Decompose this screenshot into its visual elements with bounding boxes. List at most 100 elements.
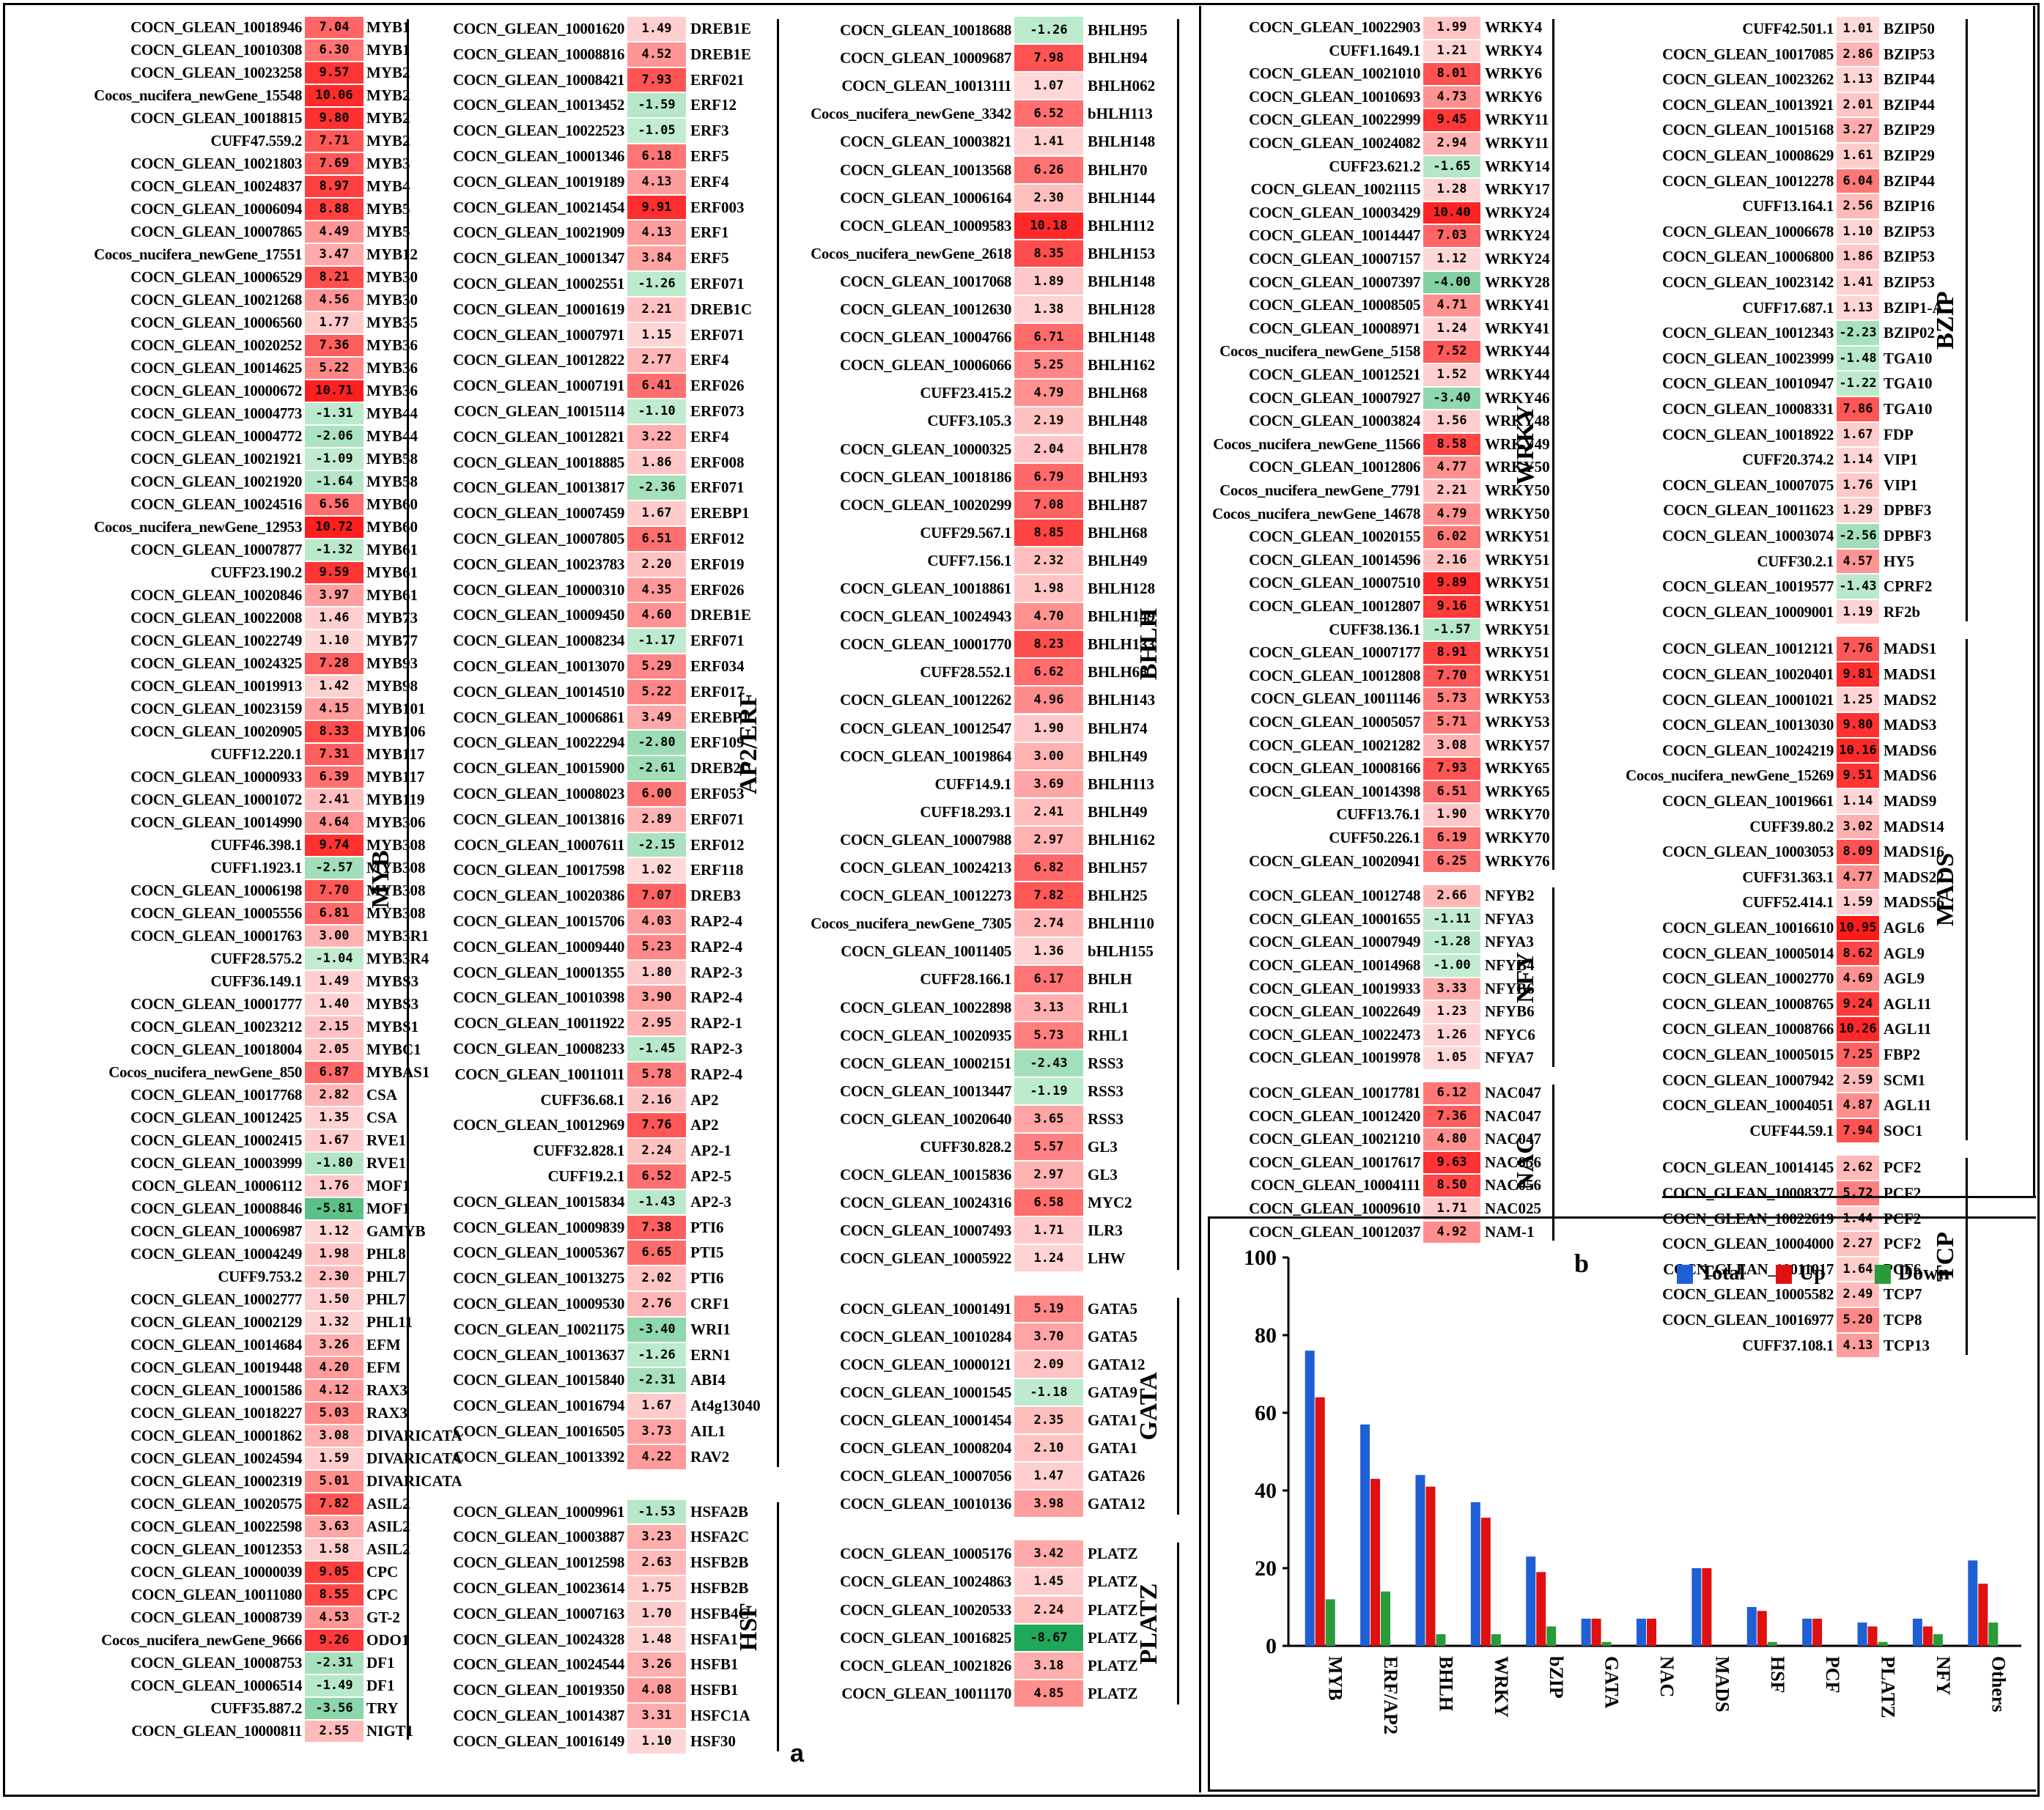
gene-name: MYB1	[366, 41, 410, 59]
fold-change-cell: -1.32	[305, 539, 364, 561]
heatmap-row: CUFF7.156.1 2.32 BHLH49	[0, 547, 2044, 575]
gene-id: COCN_GLEAN_10021210	[1249, 1130, 1420, 1148]
heatmap-row: CUFF42.501.1 1.01 BZIP50	[0, 16, 2044, 42]
gene-id: COCN_GLEAN_10001491	[840, 1299, 1011, 1318]
heatmap-row: CUFF52.414.1 1.59 MADS56	[0, 890, 2044, 915]
heatmap-row: COCN_GLEAN_10012598 2.63 HSFB2B	[0, 1550, 2044, 1576]
fold-change-cell: -2.06	[305, 426, 364, 447]
fold-change-cell: -2.23	[1837, 321, 1879, 345]
panel-b-left-border	[1208, 1216, 1210, 1792]
gene-name: TCP13	[1883, 1336, 1930, 1354]
fold-change-cell: 4.92	[1423, 1221, 1480, 1244]
gene-name: WRKY65	[1485, 782, 1550, 800]
fold-change-cell: -1.04	[305, 948, 364, 969]
gene-id: COCN_GLEAN_10015900	[453, 759, 624, 777]
heatmap-row: CUFF29.567.1 8.85 BHLH68	[0, 519, 2044, 547]
fold-change-cell: 4.22	[627, 1444, 686, 1469]
heatmap-row: COCN_GLEAN_10012969 7.76 AP2	[0, 1112, 2044, 1138]
heatmap-row: CUFF12.220.1 7.31 MYB117	[0, 743, 2044, 766]
gene-id: COCN_GLEAN_10011080	[131, 1586, 302, 1603]
fold-change-cell: 6.18	[627, 144, 686, 169]
gene-name: DREB1C	[690, 300, 753, 318]
heatmap-row: COCN_GLEAN_10012521 1.52 WRKY44	[0, 363, 2044, 387]
gene-name: RHL1	[1088, 998, 1129, 1016]
gene-id: COCN_GLEAN_10004000	[1662, 1235, 1834, 1253]
gene-name: GATA12	[1088, 1495, 1145, 1513]
gene-id: CUFF32.828.1	[533, 1142, 624, 1160]
gene-id: COCN_GLEAN_10002151	[840, 1054, 1011, 1072]
category-label: ERF/AP2	[1380, 1656, 1401, 1735]
fold-change-cell: 2.10	[1014, 1435, 1083, 1462]
gene-id: COCN_GLEAN_10023783	[453, 555, 624, 573]
fold-change-cell: 2.15	[305, 1016, 364, 1038]
gene-name: PCF2	[1883, 1159, 1922, 1177]
fold-change-cell: 1.10	[1837, 219, 1879, 244]
fold-change-cell: 2.55	[305, 1721, 364, 1742]
gene-id: COCN_GLEAN_10009440	[453, 937, 624, 956]
fold-change-cell: 6.04	[1837, 169, 1879, 193]
fold-change-cell: 2.27	[1837, 1232, 1879, 1256]
gene-name: ERF073	[690, 402, 745, 420]
fold-change-cell: -2.15	[627, 832, 686, 857]
bar-total	[1691, 1568, 1702, 1646]
fold-change-cell: 1.10	[627, 1729, 686, 1754]
gene-id: COCN_GLEAN_10013816	[453, 810, 624, 828]
gene-name: MADS14	[1883, 817, 1944, 835]
fold-change-cell: 8.01	[1423, 63, 1480, 85]
gene-id: COCN_GLEAN_10018186	[840, 468, 1011, 486]
fold-change-cell: 1.89	[1014, 267, 1083, 295]
heatmap-row: COCN_GLEAN_10022903 1.99 WRKY4	[0, 16, 2044, 40]
heatmap-row: COCN_GLEAN_10019448 4.20 EFM	[0, 1356, 2044, 1379]
gene-name: DREB3	[690, 887, 741, 905]
gene-name: GATA12	[1088, 1355, 1145, 1373]
gene-id: COCN_GLEAN_10010398	[453, 989, 624, 1007]
gene-id: COCN_GLEAN_10020252	[130, 336, 302, 354]
fold-change-cell: 9.91	[627, 195, 686, 220]
fold-change-cell: 6.87	[305, 1062, 364, 1083]
fold-change-cell: 3.27	[1837, 118, 1879, 142]
gene-id: Cocos_nucifera_newGene_15269	[1626, 767, 1834, 785]
gene-name: BHLH68	[1088, 663, 1148, 681]
gene-id: COCN_GLEAN_10018815	[130, 109, 302, 127]
gene-id: COCN_GLEAN_10001072	[130, 791, 302, 808]
gene-id: COCN_GLEAN_10021282	[1249, 736, 1420, 754]
fold-change-cell: 1.15	[627, 322, 686, 347]
fold-change-cell: 2.94	[1423, 133, 1480, 155]
heatmap-row: CUFF44.59.1 7.94 SOC1	[0, 1118, 2044, 1144]
fold-change-cell: 7.38	[627, 1215, 686, 1240]
gene-id: COCN_GLEAN_10005014	[1662, 944, 1834, 962]
heatmap-row: COCN_GLEAN_10006861 3.49 EREBP1	[0, 705, 2044, 731]
heatmap-row: COCN_GLEAN_10005922 1.24 LHW	[0, 1244, 2044, 1272]
heatmap-row: COCN_GLEAN_10014510 5.22 ERF017	[0, 679, 2044, 705]
bar-up	[1591, 1618, 1601, 1646]
heatmap-row: COCN_GLEAN_10004772 -2.06 MYB44	[0, 425, 2044, 448]
heatmap-row: CUFF39.80.2 3.02 MADS14	[0, 814, 2044, 840]
gene-id: COCN_GLEAN_10023258	[130, 64, 302, 81]
gene-name: WRKY44	[1485, 366, 1550, 383]
heatmap-row: COCN_GLEAN_10024516 6.56 MYB60	[0, 493, 2044, 516]
gene-id: COCN_GLEAN_10012262	[840, 691, 1011, 709]
gene-name: AP2-1	[690, 1142, 731, 1160]
gene-id: COCN_GLEAN_10019448	[130, 1359, 302, 1376]
gene-id: COCN_GLEAN_10007865	[130, 223, 302, 240]
gene-id: COCN_GLEAN_10012808	[1249, 666, 1420, 684]
heatmap-row: COCN_GLEAN_10007510 9.89 WRKY51	[0, 572, 2044, 595]
gene-id: COCN_GLEAN_10011146	[1250, 690, 1420, 708]
fold-change-cell: -1.31	[305, 403, 364, 424]
legend-swatch-down	[1875, 1265, 1891, 1284]
gene-name: WRKY49	[1485, 435, 1550, 453]
gene-id: COCN_GLEAN_10024219	[1662, 741, 1834, 759]
gene-name: MOF1	[366, 1177, 410, 1194]
heatmap-row: COCN_GLEAN_10018688 -1.26 BHLH95	[0, 16, 2044, 44]
bar-total	[1912, 1618, 1922, 1646]
gene-name: HSFB2B	[690, 1579, 749, 1597]
gene-id: COCN_GLEAN_10015168	[1662, 121, 1834, 139]
heatmap-row: COCN_GLEAN_10022999 9.45 WRKY11	[0, 108, 2044, 132]
gene-id: COCN_GLEAN_10013030	[1662, 716, 1834, 734]
heatmap-row: COCN_GLEAN_10023783 2.20 ERF019	[0, 552, 2044, 577]
fold-change-cell: 6.79	[1014, 463, 1083, 490]
gene-name: BZIP50	[1883, 20, 1936, 37]
gene-name: AGL11	[1883, 1096, 1932, 1115]
gene-name: NAC047	[1485, 1084, 1541, 1101]
gene-name: TGA10	[1883, 374, 1933, 393]
